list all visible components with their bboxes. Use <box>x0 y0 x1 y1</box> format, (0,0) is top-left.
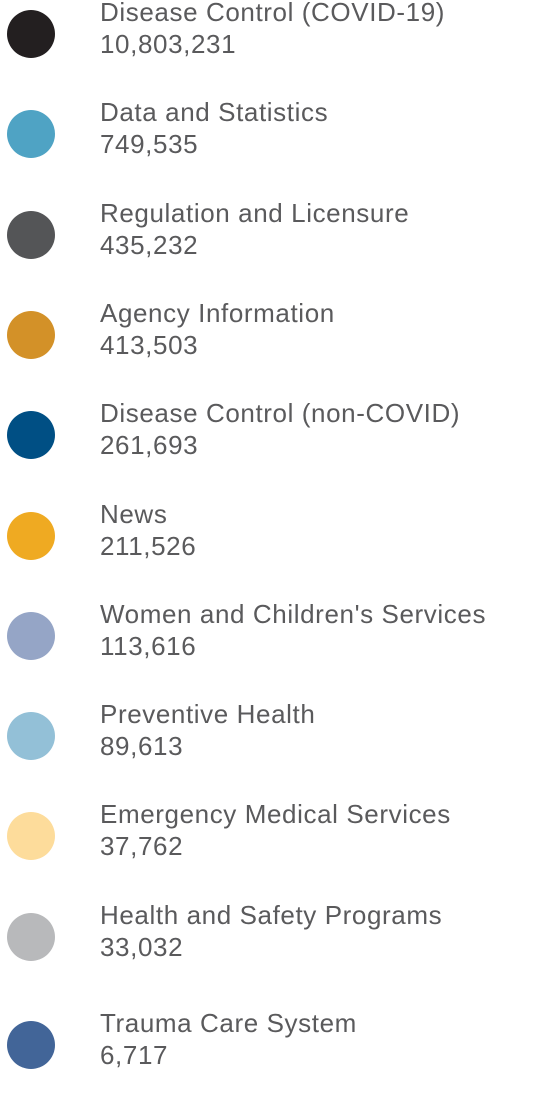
item-label: Health and Safety Programs <box>100 900 443 930</box>
legend-item: Data and Statistics 749,535 <box>0 97 538 198</box>
legend-item: Disease Control (non-COVID) 261,693 <box>0 398 538 499</box>
item-value: 113,616 <box>100 631 197 661</box>
color-swatch <box>7 110 55 158</box>
color-swatch <box>7 812 55 860</box>
color-swatch <box>7 612 55 660</box>
legend-item: Agency Information 413,503 <box>0 298 538 399</box>
legend-item: Emergency Medical Services 37,762 <box>0 799 538 900</box>
legend-item: Regulation and Licensure 435,232 <box>0 198 538 299</box>
item-label: Regulation and Licensure <box>100 198 410 228</box>
item-label: Disease Control (COVID-19) <box>100 0 446 27</box>
legend-item: Preventive Health 89,613 <box>0 699 538 800</box>
item-label: Trauma Care System <box>100 1008 357 1038</box>
item-label: Disease Control (non-COVID) <box>100 398 461 428</box>
item-label: Women and Children's Services <box>100 599 487 629</box>
legend-item: Health and Safety Programs 33,032 <box>0 900 538 1001</box>
item-label: News <box>100 499 168 529</box>
color-swatch <box>7 10 55 58</box>
legend-list: (() => { const data = JSON.parse(documen… <box>0 0 538 1070</box>
item-value: 211,526 <box>100 531 197 561</box>
item-value: 37,762 <box>100 831 184 861</box>
item-value: 435,232 <box>100 230 199 260</box>
color-swatch <box>7 211 55 259</box>
legend-item: Trauma Care System 6,717 <box>0 1008 538 1109</box>
item-label: Preventive Health <box>100 699 316 729</box>
item-value: 749,535 <box>100 129 199 159</box>
color-swatch <box>7 311 55 359</box>
color-swatch <box>7 712 55 760</box>
legend-item: Disease Control (COVID-19) 10,803,231 <box>0 0 538 98</box>
legend-item: News 211,526 <box>0 499 538 600</box>
item-label: Data and Statistics <box>100 97 329 127</box>
item-value: 89,613 <box>100 731 184 761</box>
item-label: Agency Information <box>100 298 335 328</box>
item-label: Emergency Medical Services <box>100 799 451 829</box>
item-value: 10,803,231 <box>100 29 237 59</box>
item-value: 413,503 <box>100 330 199 360</box>
color-swatch <box>7 913 55 961</box>
color-swatch <box>7 512 55 560</box>
item-value: 261,693 <box>100 430 199 460</box>
legend-item: Women and Children's Services 113,616 <box>0 599 538 700</box>
color-swatch <box>7 1021 55 1069</box>
item-value: 6,717 <box>100 1040 169 1070</box>
item-value: 33,032 <box>100 932 184 962</box>
color-swatch <box>7 411 55 459</box>
